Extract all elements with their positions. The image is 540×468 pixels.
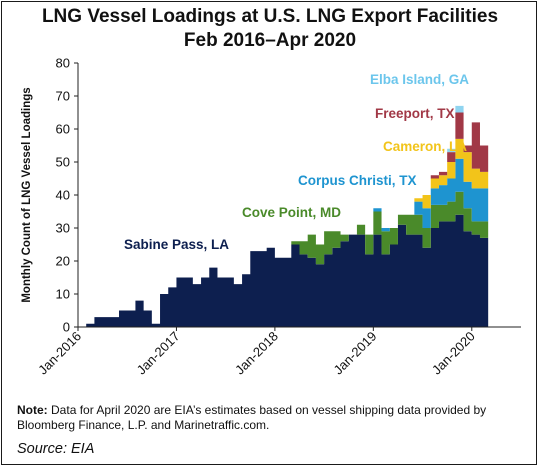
x-tick-label: Jan-2017 [134,329,183,378]
note-text: Data for April 2020 are EIA’s estimates … [17,403,487,432]
series-label-3: Cameron, LA [383,139,467,154]
series-label-0: Sabine Pass, LA [124,237,229,252]
series-area-1 [86,191,489,324]
note-prefix: Note: [17,403,48,417]
y-tick-label: 40 [56,188,70,203]
y-tick-label: 70 [56,89,70,104]
y-axis-title: Monthly Count of LNG Vessel Loadings [21,87,33,302]
chart-title: LNG Vessel Loadings at U.S. LNG Export F… [41,6,499,27]
y-tick-label: 10 [56,287,70,302]
chart-note: Note: Data for April 2020 are EIA’s esti… [17,403,522,433]
chart-subtitle: Feb 2016–Apr 2020 [183,30,357,51]
y-tick-label: 80 [56,56,70,71]
y-tick-label: 30 [56,221,70,236]
y-tick-label: 50 [56,155,70,170]
x-tick-label: Jan-2018 [232,329,281,378]
series-label-4: Freeport, TX [375,106,455,121]
x-tick-label: Jan-2020 [429,329,478,378]
series-area-0 [86,214,489,327]
x-tick-label: Jan-2016 [35,329,84,378]
y-tick-label: 60 [56,122,70,137]
series-label-5: Elba Island, GA [370,72,469,87]
y-tick-label: 20 [56,254,70,269]
x-tick-label: Jan-2019 [331,329,380,378]
y-tick-label: 0 [63,320,70,335]
series-label-1: Cove Point, MD [242,205,341,220]
series-label-2: Corpus Christi, TX [298,173,417,188]
chart-source: Source: EIA [17,441,95,457]
